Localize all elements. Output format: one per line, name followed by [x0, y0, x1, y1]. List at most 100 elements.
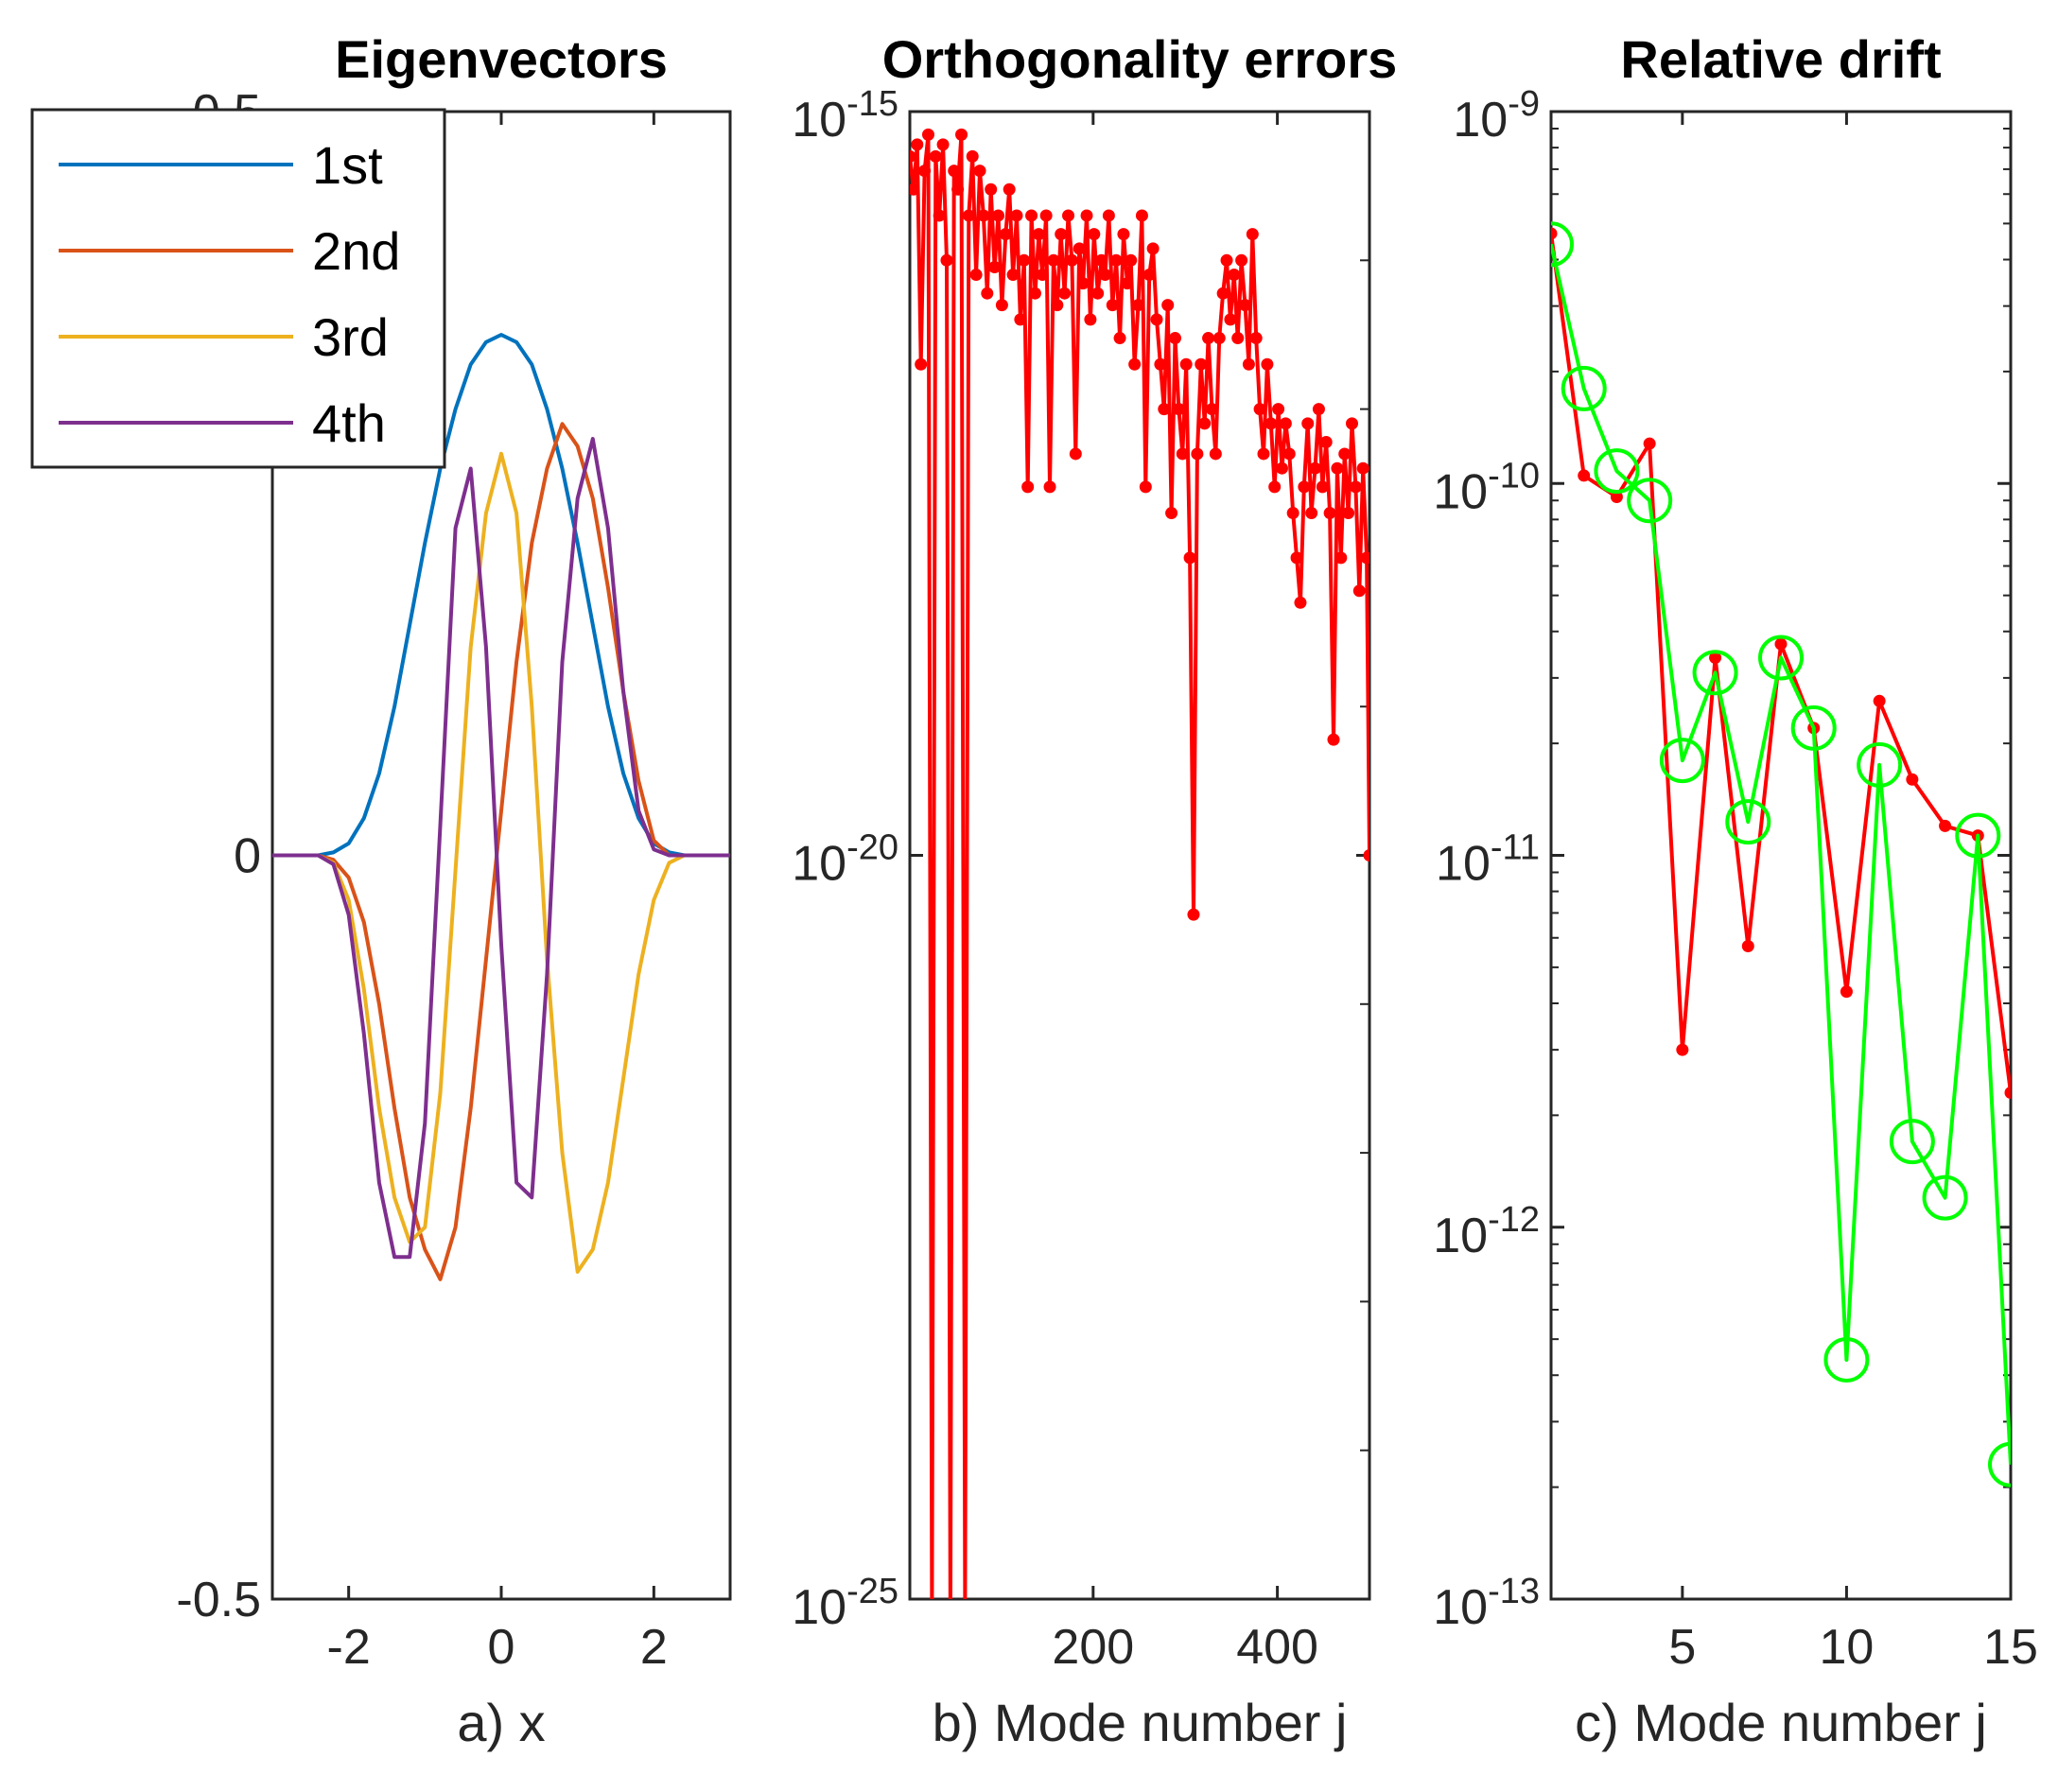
data-point	[1039, 209, 1053, 222]
data-point	[1036, 269, 1049, 282]
y-tick-label: 10-10	[1433, 456, 1540, 519]
data-point	[1610, 490, 1623, 503]
data-point	[933, 209, 946, 222]
series-line-1	[272, 333, 730, 858]
data-point	[1327, 733, 1340, 746]
data-point	[1349, 480, 1362, 494]
data-point	[969, 269, 983, 282]
chart-title: Orthogonality errors	[882, 29, 1398, 89]
data-point	[915, 357, 928, 371]
data-point	[973, 165, 986, 178]
y-tick-label: -0.5	[176, 1573, 261, 1627]
x-axis-label: a) x	[457, 1693, 545, 1752]
y-tick-label: 10-9	[1453, 84, 1540, 148]
data-point	[1102, 209, 1115, 222]
data-point	[1084, 313, 1097, 326]
data-point	[1235, 253, 1248, 267]
data-point	[1551, 227, 1558, 240]
data-point	[1125, 253, 1138, 267]
data-point	[1168, 332, 1181, 345]
data-point	[1106, 299, 1119, 312]
data-point	[1055, 228, 1068, 241]
y-tick-label: 10-25	[792, 1572, 898, 1635]
data-point	[1158, 403, 1171, 416]
data-point	[1128, 357, 1142, 371]
x-tick-label: 10	[1820, 1620, 1875, 1675]
data-point	[1342, 507, 1355, 520]
data-point	[1301, 417, 1315, 430]
legend-label-3: 3rd	[312, 307, 389, 367]
data-point	[1176, 447, 1189, 461]
data-point-circle	[1692, 650, 1738, 696]
data-point	[910, 149, 916, 163]
data-point	[1246, 228, 1259, 241]
data-point	[1146, 242, 1160, 255]
plot-area	[910, 128, 1369, 1599]
data-point	[1154, 357, 1167, 371]
data-point	[1305, 507, 1318, 520]
x-tick-label: 15	[1983, 1620, 2038, 1675]
data-point	[1062, 209, 1075, 222]
data-point	[1873, 694, 1886, 707]
data-point	[1065, 253, 1078, 267]
data-point-circle	[1922, 1174, 1968, 1221]
data-point	[1356, 461, 1369, 475]
data-point	[1363, 849, 1369, 861]
data-point	[1202, 332, 1215, 345]
data-point	[1069, 447, 1082, 461]
data-point-circle	[1889, 1119, 1935, 1165]
relative-drift-panel: 5 10 15 10-13 10-12 10-11 10-10 10-9 Relative dr…	[1433, 29, 2038, 1752]
data-point	[1212, 332, 1226, 345]
data-point	[1253, 403, 1266, 416]
data-point	[966, 149, 979, 163]
data-point	[1331, 461, 1344, 475]
data-point	[1139, 480, 1152, 494]
data-point-circle	[1857, 741, 1903, 788]
legend: 1st 2nd 3rd 4th	[30, 108, 446, 469]
data-point	[940, 253, 953, 267]
data-point	[1741, 940, 1754, 953]
data-point	[1117, 228, 1130, 241]
data-point	[1228, 269, 1241, 282]
y-tick-label: 10-20	[792, 828, 898, 892]
data-point	[1312, 403, 1325, 416]
data-point	[1018, 253, 1031, 267]
data-point	[1080, 209, 1093, 222]
data-point	[1224, 313, 1237, 326]
data-point	[1345, 417, 1358, 430]
data-point	[2004, 1087, 2011, 1099]
data-point	[1006, 269, 1020, 282]
data-point	[921, 128, 934, 141]
y-tick-label: 10-12	[1433, 1200, 1540, 1263]
data-point	[1091, 287, 1105, 300]
data-point	[1165, 507, 1178, 520]
data-point	[1051, 299, 1064, 312]
data-point	[1261, 357, 1274, 371]
chart-title: Relative drift	[1620, 29, 1941, 89]
data-point	[1360, 551, 1369, 565]
data-point	[936, 138, 950, 151]
data-point	[1352, 584, 1366, 598]
x-tick-label: -2	[327, 1620, 371, 1675]
data-point	[918, 165, 932, 178]
data-point	[1010, 209, 1023, 222]
data-point	[1272, 403, 1285, 416]
data-point	[962, 209, 975, 222]
y-tick-label: 0	[234, 829, 261, 884]
x-tick-label: 2	[640, 1620, 668, 1675]
data-point	[1231, 332, 1245, 345]
data-point	[1264, 417, 1278, 430]
x-tick-label: 400	[1236, 1620, 1318, 1675]
y-tick-label: 10-11	[1436, 828, 1540, 892]
data-point	[1323, 507, 1336, 520]
data-point	[1003, 183, 1016, 196]
y-tick-label: 10-13	[1433, 1572, 1540, 1635]
legend-box	[30, 108, 446, 469]
data-point	[1161, 299, 1175, 312]
data-point	[1216, 287, 1230, 300]
plot-area	[1551, 221, 2011, 1488]
data-point	[1279, 417, 1292, 430]
data-point	[955, 128, 968, 141]
data-point	[948, 165, 961, 178]
